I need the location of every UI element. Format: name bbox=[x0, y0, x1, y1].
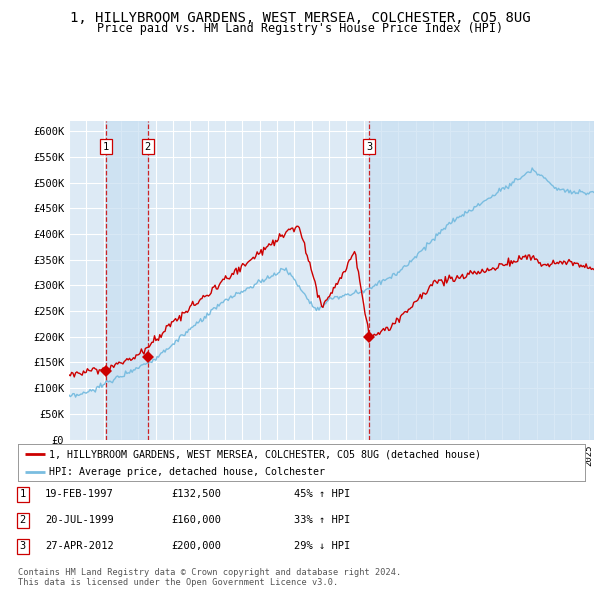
Text: 3: 3 bbox=[20, 542, 26, 551]
Text: 2: 2 bbox=[145, 142, 151, 152]
Text: Contains HM Land Registry data © Crown copyright and database right 2024.
This d: Contains HM Land Registry data © Crown c… bbox=[18, 568, 401, 587]
Bar bbox=[369, 121, 594, 440]
Text: 2: 2 bbox=[20, 516, 26, 525]
Bar bbox=[106, 121, 148, 440]
Text: Price paid vs. HM Land Registry's House Price Index (HPI): Price paid vs. HM Land Registry's House … bbox=[97, 22, 503, 35]
Text: 19-FEB-1997: 19-FEB-1997 bbox=[45, 490, 114, 499]
Text: 29% ↓ HPI: 29% ↓ HPI bbox=[294, 542, 350, 551]
Text: 1: 1 bbox=[103, 142, 109, 152]
Text: 33% ↑ HPI: 33% ↑ HPI bbox=[294, 516, 350, 525]
Text: 45% ↑ HPI: 45% ↑ HPI bbox=[294, 490, 350, 499]
Text: 20-JUL-1999: 20-JUL-1999 bbox=[45, 516, 114, 525]
Text: 3: 3 bbox=[366, 142, 372, 152]
Text: 1, HILLYBROOM GARDENS, WEST MERSEA, COLCHESTER, CO5 8UG (detached house): 1, HILLYBROOM GARDENS, WEST MERSEA, COLC… bbox=[49, 449, 481, 459]
Text: HPI: Average price, detached house, Colchester: HPI: Average price, detached house, Colc… bbox=[49, 467, 325, 477]
Text: 27-APR-2012: 27-APR-2012 bbox=[45, 542, 114, 551]
Text: 1: 1 bbox=[20, 490, 26, 499]
Text: £160,000: £160,000 bbox=[171, 516, 221, 525]
Text: 1, HILLYBROOM GARDENS, WEST MERSEA, COLCHESTER, CO5 8UG: 1, HILLYBROOM GARDENS, WEST MERSEA, COLC… bbox=[70, 11, 530, 25]
Text: £132,500: £132,500 bbox=[171, 490, 221, 499]
Text: £200,000: £200,000 bbox=[171, 542, 221, 551]
